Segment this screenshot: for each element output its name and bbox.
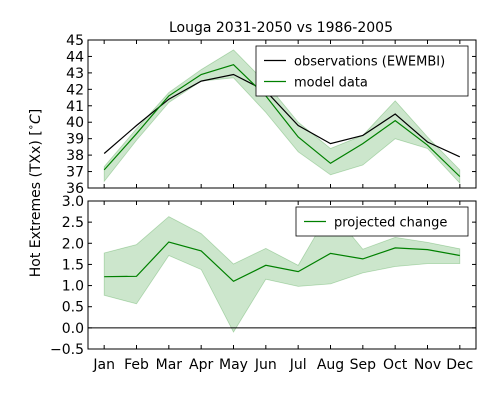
y-tick-label: 42: [66, 82, 84, 98]
x-tick-label: Sep: [350, 357, 377, 373]
legend-label: projected change: [334, 216, 447, 231]
y-tick-label: 2.0: [62, 236, 84, 252]
y-tick-label: 44: [66, 49, 84, 65]
series-line: [104, 241, 460, 283]
x-tick-label: Mar: [156, 357, 183, 373]
x-tick-label: Aug: [317, 357, 344, 373]
y-tick-label: 0.5: [62, 300, 84, 316]
bottom-panel: −0.5 0.0 0.5 1.0 1.5 2.0 2.5 3.0 projected chang…: [50, 194, 477, 358]
x-tick-label: Feb: [124, 357, 149, 373]
x-tick-label: Jan: [92, 357, 115, 373]
x-axis-tick-labels: Jan Feb Mar Apr May Jun Jul Aug Sep Oct Nov Dec: [92, 357, 473, 373]
y-tick-label: 0.0: [62, 321, 84, 337]
legend-label: model data: [294, 76, 368, 91]
y-tick-label: 38: [66, 148, 84, 164]
y-tick-label: 3.0: [62, 194, 84, 210]
legend-box: [255, 45, 469, 97]
x-tick-label: Jul: [289, 357, 307, 373]
x-tick-label: May: [219, 357, 248, 373]
uncertainty-band: [103, 209, 461, 333]
x-tick-label: Oct: [383, 357, 408, 373]
y-tick-label: 1.5: [62, 257, 84, 273]
y-tick-label: 36: [66, 181, 84, 197]
x-tick-label: Dec: [446, 357, 473, 373]
series-line: [103, 64, 461, 177]
x-tick-label: Jun: [254, 357, 277, 373]
y-tick-label: 2.5: [62, 215, 84, 231]
y-tick-label: 1.0: [62, 279, 84, 295]
series-line: [103, 73, 461, 158]
y-tick-label: −0.5: [50, 342, 84, 358]
y-tick-label: 41: [66, 99, 84, 115]
y-tick-label: 39: [66, 132, 84, 148]
legend-label: observations (EWEMBI): [294, 55, 445, 70]
x-tick-label: Apr: [189, 357, 213, 373]
axes-frame: [87, 200, 477, 350]
y-axis-label: Hot Extremes (TXx) [∘C]: [26, 109, 44, 278]
axes-frame: [87, 39, 477, 189]
legend: observations (EWEMBI) model data: [255, 45, 469, 97]
y-tick-label: 40: [66, 115, 84, 131]
y-tick-label: 37: [66, 165, 84, 181]
legend: projected change: [295, 206, 469, 237]
y-tick-label: 45: [66, 33, 84, 49]
x-tick-label: Nov: [414, 357, 441, 373]
y-tick-label: 43: [66, 66, 84, 82]
chart-title: Louga 2031-2050 vs 1986-2005: [169, 20, 393, 36]
